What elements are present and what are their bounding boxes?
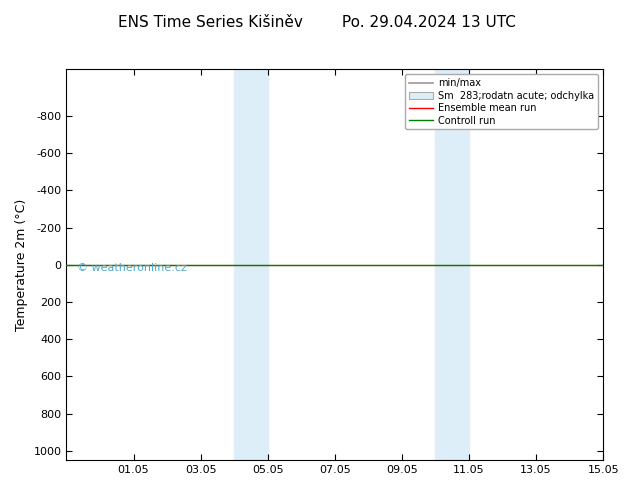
Legend: min/max, Sm  283;rodatn acute; odchylka, Ensemble mean run, Controll run: min/max, Sm 283;rodatn acute; odchylka, …: [405, 74, 598, 129]
Text: ENS Time Series Kišiněv        Po. 29.04.2024 13 UTC: ENS Time Series Kišiněv Po. 29.04.2024 1…: [118, 15, 516, 30]
Text: © weatheronline.cz: © weatheronline.cz: [77, 263, 187, 273]
Y-axis label: Temperature 2m (°C): Temperature 2m (°C): [15, 198, 28, 331]
Bar: [436, 70, 469, 460]
Bar: [234, 70, 268, 460]
